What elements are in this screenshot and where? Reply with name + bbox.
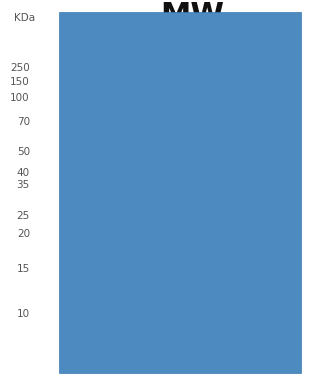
Ellipse shape (129, 150, 153, 155)
Text: 150: 150 (10, 77, 30, 87)
Text: 25: 25 (17, 211, 30, 221)
Text: 10: 10 (17, 309, 30, 319)
Text: 20: 20 (17, 229, 30, 239)
Ellipse shape (128, 230, 154, 237)
Ellipse shape (125, 309, 157, 318)
Text: 50: 50 (17, 147, 30, 157)
Ellipse shape (128, 137, 154, 144)
Ellipse shape (129, 84, 153, 89)
Ellipse shape (128, 212, 154, 220)
Ellipse shape (129, 117, 153, 123)
Ellipse shape (129, 75, 153, 80)
Ellipse shape (129, 169, 153, 174)
Text: 15: 15 (17, 264, 30, 274)
Text: 250: 250 (10, 63, 30, 73)
Ellipse shape (129, 266, 153, 272)
Text: 70: 70 (17, 117, 30, 127)
Text: MW: MW (160, 1, 224, 30)
Ellipse shape (182, 223, 216, 231)
Text: 40: 40 (17, 168, 30, 178)
Text: KDa: KDa (14, 12, 35, 23)
Text: 35: 35 (17, 180, 30, 189)
Text: 100: 100 (10, 93, 30, 103)
Ellipse shape (126, 182, 156, 187)
Ellipse shape (129, 65, 153, 71)
Ellipse shape (129, 95, 153, 101)
